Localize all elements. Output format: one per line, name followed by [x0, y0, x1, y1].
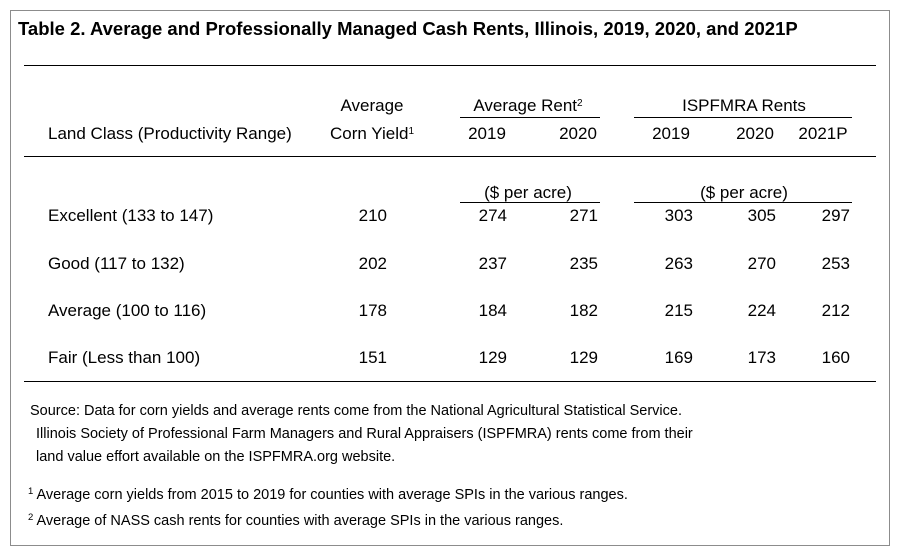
cell-ispfmra-2021p: 212 — [821, 301, 850, 320]
yield-footnote-mark: 1 — [408, 126, 414, 137]
table-title: Table 2. Average and Professionally Mana… — [18, 18, 798, 39]
avg-rent-group-header: Average Rent2 — [473, 96, 582, 116]
cell-ispfmra-2020: 305 — [747, 206, 776, 225]
cell-avg-2019: 129 — [478, 348, 507, 367]
footnote-1: 1 Average corn yields from 2015 to 2019 … — [28, 486, 628, 504]
year-header-ispfmra-2021p: 2021P — [798, 124, 848, 143]
bottom-rule — [24, 381, 876, 382]
ispfmra-group-header: ISPFMRA Rents — [682, 96, 806, 115]
row-label: Average (100 to 116) — [48, 301, 207, 320]
cell-avg-2020: 129 — [569, 348, 598, 367]
year-header-ispfmra-2019: 2019 — [652, 124, 690, 143]
cell-avg-2019: 184 — [478, 301, 507, 320]
yield-header-label: Corn Yield — [330, 124, 409, 143]
source-line-1: Source: Data for corn yields and average… — [30, 403, 682, 419]
footnote-2: 2 Average of NASS cash rents for countie… — [28, 512, 563, 530]
cell-yield: 151 — [358, 348, 387, 367]
source-line-3: land value effort available on the ISPFM… — [36, 449, 396, 465]
cell-ispfmra-2020: 270 — [747, 254, 776, 273]
cell-ispfmra-2020: 173 — [747, 348, 776, 367]
row-label: Good (117 to 132) — [48, 254, 185, 273]
cell-avg-2020: 182 — [569, 301, 598, 320]
cell-avg-2019: 237 — [478, 254, 507, 273]
footnote-2-text: Average of NASS cash rents for counties … — [33, 513, 564, 529]
footnote-1-mark: 1 — [28, 486, 34, 497]
footnote-1-text: Average corn yields from 2015 to 2019 fo… — [33, 487, 628, 503]
title-rule — [24, 65, 876, 66]
avg-rent-group-rule — [460, 117, 600, 118]
footnote-2-mark: 2 — [28, 512, 34, 523]
cell-avg-2020: 271 — [569, 206, 598, 225]
header-rule — [24, 156, 876, 157]
cell-ispfmra-2021p: 160 — [821, 348, 850, 367]
year-header-avg-2020: 2020 — [559, 124, 597, 143]
row-label: Excellent (133 to 147) — [48, 206, 214, 225]
unit-avg-rent: ($ per acre) — [484, 183, 572, 202]
cell-ispfmra-2019: 169 — [664, 348, 693, 367]
cell-ispfmra-2021p: 253 — [821, 254, 850, 273]
source-line-2: Illinois Society of Professional Farm Ma… — [36, 426, 693, 442]
cell-ispfmra-2019: 303 — [664, 206, 693, 225]
cell-avg-2019: 274 — [478, 206, 507, 225]
yield-header-line2: Corn Yield1 — [330, 124, 414, 144]
unit-avg-rule — [460, 202, 600, 203]
land-class-header: Land Class (Productivity Range) — [48, 124, 292, 143]
cell-ispfmra-2019: 215 — [664, 301, 693, 320]
cell-yield: 210 — [358, 206, 387, 225]
year-header-avg-2019: 2019 — [468, 124, 506, 143]
cell-yield: 202 — [358, 254, 387, 273]
yield-header-line1: Average — [340, 96, 404, 115]
cell-ispfmra-2021p: 297 — [821, 206, 850, 225]
unit-ispfmra-rule — [634, 202, 852, 203]
avg-rent-footnote-mark: 2 — [577, 98, 583, 109]
ispfmra-group-rule — [634, 117, 852, 118]
cell-yield: 178 — [358, 301, 387, 320]
avg-rent-group-label: Average Rent — [473, 96, 578, 115]
unit-ispfmra: ($ per acre) — [700, 183, 788, 202]
year-header-ispfmra-2020: 2020 — [736, 124, 774, 143]
row-label: Fair (Less than 100) — [48, 348, 201, 367]
cell-ispfmra-2020: 224 — [747, 301, 776, 320]
cell-avg-2020: 235 — [569, 254, 598, 273]
cell-ispfmra-2019: 263 — [664, 254, 693, 273]
table-frame — [10, 10, 890, 546]
